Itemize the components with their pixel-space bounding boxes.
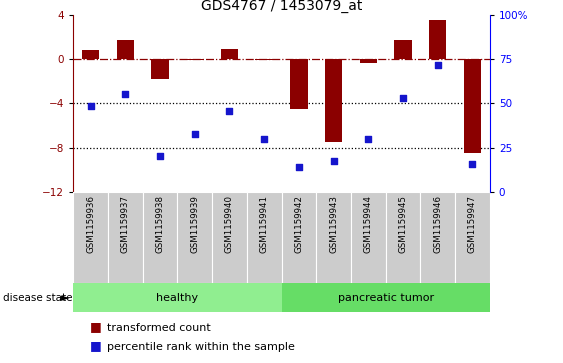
Bar bbox=[290, 59, 307, 109]
Point bbox=[468, 162, 477, 167]
Point bbox=[225, 109, 234, 114]
Text: healthy: healthy bbox=[157, 293, 198, 303]
Bar bbox=[455, 192, 490, 283]
Text: ►: ► bbox=[60, 293, 69, 303]
Text: GSM1159945: GSM1159945 bbox=[399, 195, 408, 253]
Bar bbox=[256, 59, 273, 60]
Bar bbox=[212, 192, 247, 283]
Text: GSM1159941: GSM1159941 bbox=[260, 195, 269, 253]
Text: disease state: disease state bbox=[3, 293, 72, 303]
Bar bbox=[117, 40, 134, 59]
Bar bbox=[360, 59, 377, 64]
Text: pancreatic tumor: pancreatic tumor bbox=[338, 293, 434, 303]
Bar bbox=[429, 20, 446, 59]
Text: GSM1159942: GSM1159942 bbox=[294, 195, 303, 253]
Point bbox=[329, 159, 338, 164]
Text: GSM1159939: GSM1159939 bbox=[190, 195, 199, 253]
Bar bbox=[73, 283, 282, 312]
Point bbox=[120, 91, 129, 97]
Point bbox=[294, 164, 303, 170]
Bar bbox=[108, 192, 142, 283]
Text: percentile rank within the sample: percentile rank within the sample bbox=[107, 342, 295, 352]
Text: transformed count: transformed count bbox=[107, 323, 211, 333]
Bar bbox=[177, 192, 212, 283]
Bar bbox=[282, 192, 316, 283]
Bar bbox=[386, 192, 421, 283]
Text: GSM1159946: GSM1159946 bbox=[434, 195, 442, 253]
Point bbox=[86, 103, 95, 109]
Bar bbox=[247, 192, 282, 283]
Bar bbox=[186, 59, 203, 60]
Point bbox=[434, 62, 443, 68]
Bar bbox=[82, 50, 99, 59]
Text: ■: ■ bbox=[90, 339, 102, 352]
Bar bbox=[142, 192, 177, 283]
Text: GSM1159944: GSM1159944 bbox=[364, 195, 373, 253]
Point bbox=[364, 136, 373, 142]
Bar bbox=[282, 283, 490, 312]
Bar bbox=[151, 59, 169, 79]
Bar bbox=[421, 192, 455, 283]
Text: GSM1159937: GSM1159937 bbox=[121, 195, 129, 253]
Bar bbox=[464, 59, 481, 154]
Point bbox=[155, 153, 164, 159]
Text: GSM1159940: GSM1159940 bbox=[225, 195, 234, 253]
Text: ■: ■ bbox=[90, 320, 102, 333]
Bar bbox=[394, 40, 412, 59]
Title: GDS4767 / 1453079_at: GDS4767 / 1453079_at bbox=[201, 0, 362, 13]
Text: GSM1159938: GSM1159938 bbox=[155, 195, 164, 253]
Bar bbox=[221, 49, 238, 59]
Text: GSM1159943: GSM1159943 bbox=[329, 195, 338, 253]
Point bbox=[399, 95, 408, 101]
Text: GSM1159936: GSM1159936 bbox=[86, 195, 95, 253]
Text: GSM1159947: GSM1159947 bbox=[468, 195, 477, 253]
Bar bbox=[73, 192, 108, 283]
Point bbox=[260, 136, 269, 142]
Point bbox=[190, 131, 199, 136]
Bar bbox=[325, 59, 342, 142]
Bar bbox=[316, 192, 351, 283]
Bar bbox=[351, 192, 386, 283]
